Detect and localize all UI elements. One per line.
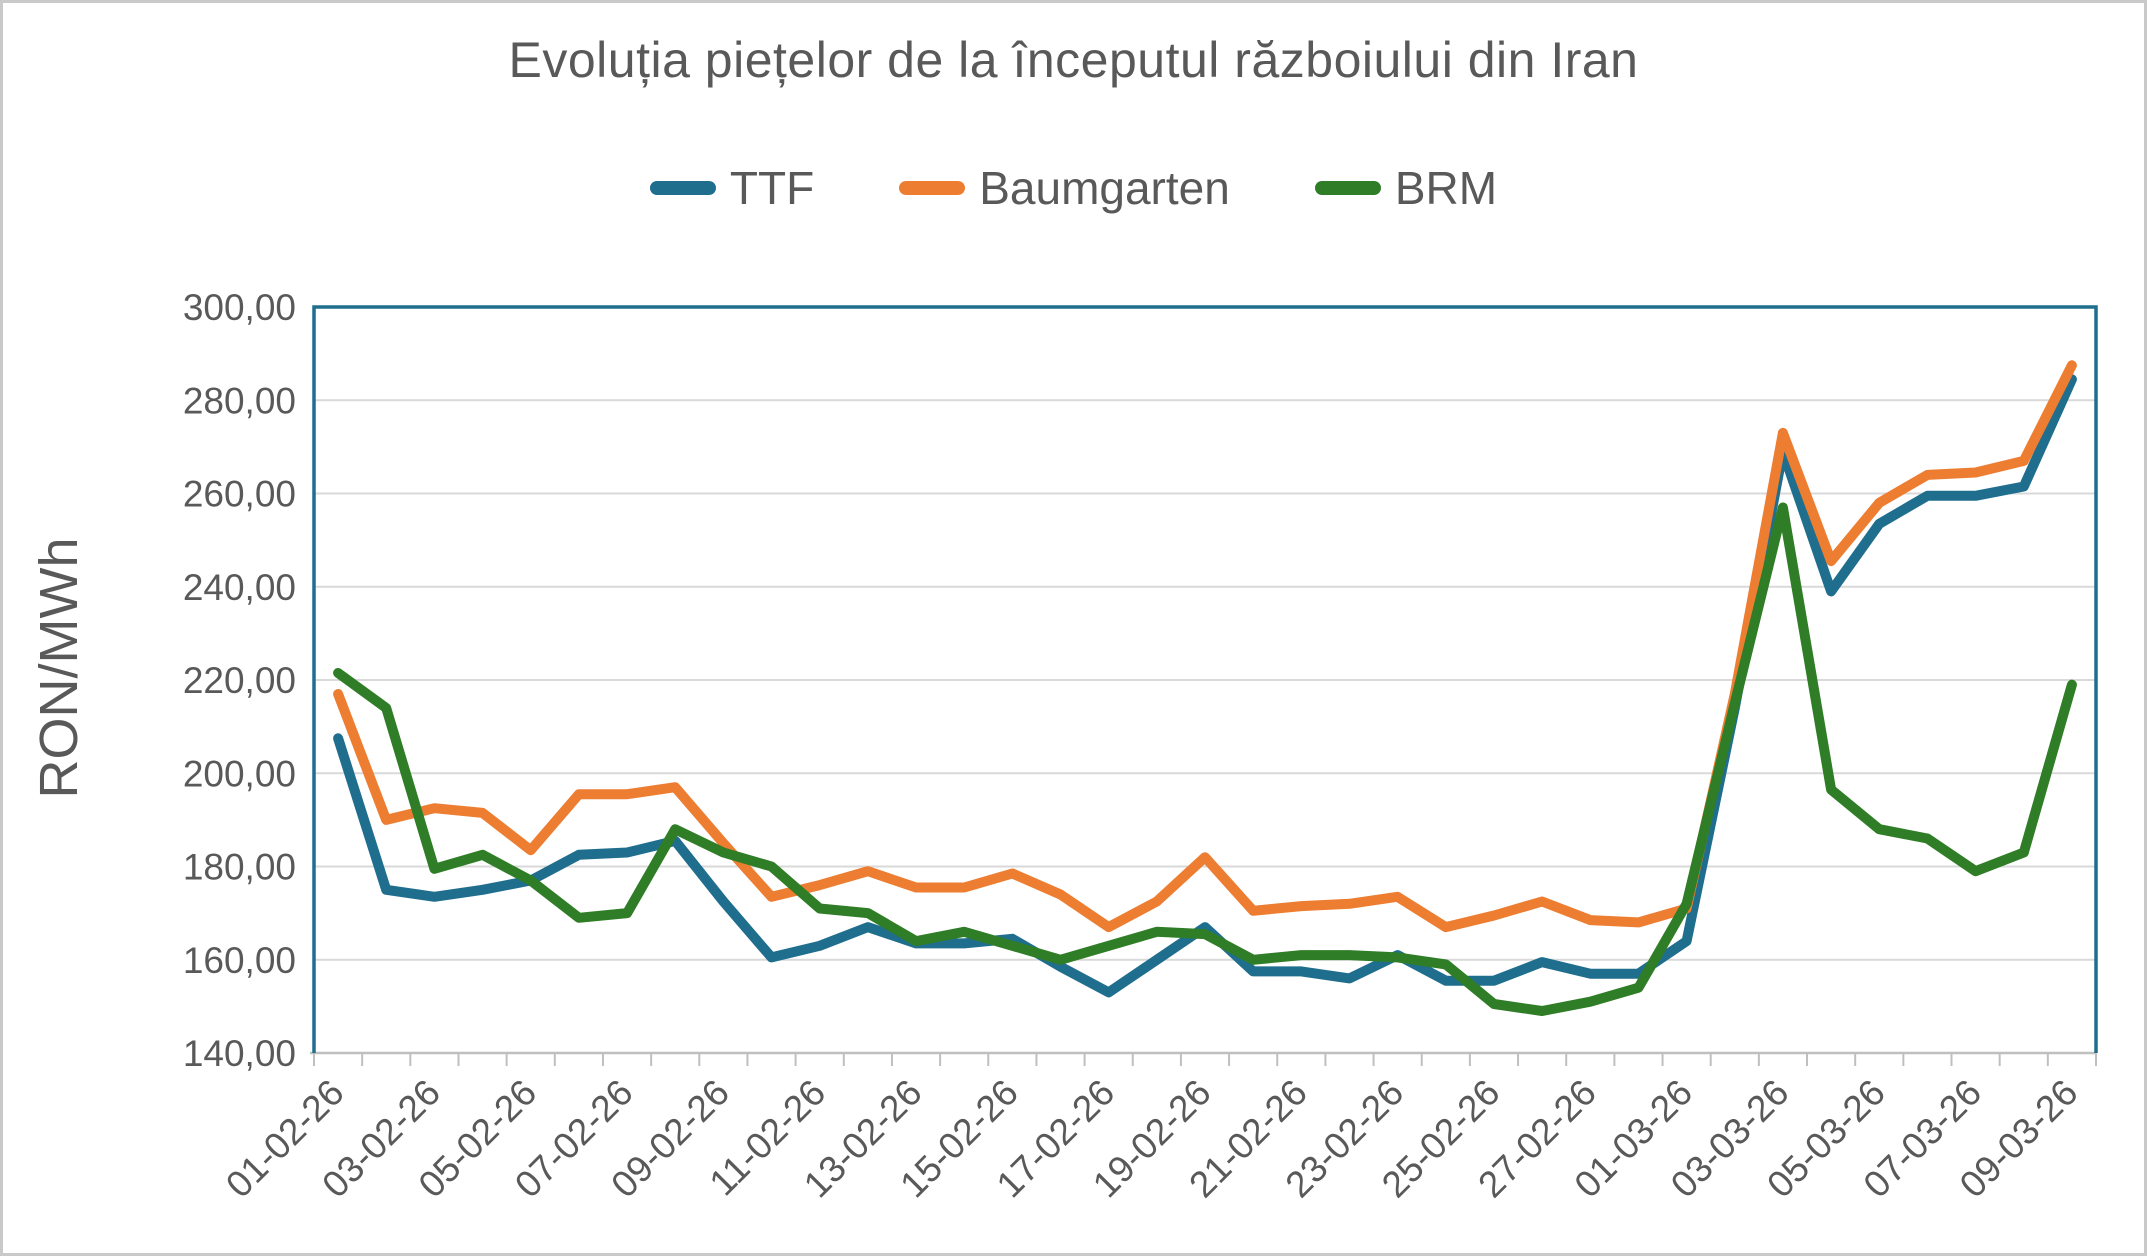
legend-label-brm: BRM	[1394, 162, 1498, 214]
legend: TTF Baumgarten BRM	[3, 161, 2144, 215]
legend-swatch-baumgarten	[899, 181, 966, 195]
legend-label-ttf: TTF	[729, 162, 815, 214]
chart-canvas: RON/MWh 140,00 160,00 180,00 200,00 220,00 24…	[29, 287, 2098, 1205]
plot-border	[312, 305, 2098, 1053]
legend-item-ttf: TTF	[649, 161, 815, 215]
y-tick-label: 220,00	[183, 660, 296, 701]
y-tick-label: 280,00	[183, 380, 296, 421]
legend-swatch-ttf	[649, 181, 716, 195]
y-tick-label: 300,00	[183, 287, 296, 328]
legend-item-baumgarten: Baumgarten	[899, 161, 1230, 215]
legend-swatch-brm	[1314, 181, 1381, 195]
y-tick-label: 180,00	[183, 847, 296, 888]
y-tick-label: 140,00	[183, 1033, 296, 1074]
series-line-brm	[333, 502, 2077, 1016]
chart-title: Evoluția piețelor de la începutul război…	[508, 32, 1639, 88]
y-tick-label: 160,00	[183, 940, 296, 981]
y-tick-label: 260,00	[183, 474, 296, 515]
y-tick-label: 240,00	[183, 567, 296, 608]
legend-item-brm: BRM	[1314, 161, 1498, 215]
series-line-baumgarten	[333, 360, 2077, 933]
y-axis-title: RON/MWh	[29, 538, 89, 799]
legend-label-baumgarten: Baumgarten	[979, 162, 1230, 214]
y-tick-label: 200,00	[183, 753, 296, 794]
